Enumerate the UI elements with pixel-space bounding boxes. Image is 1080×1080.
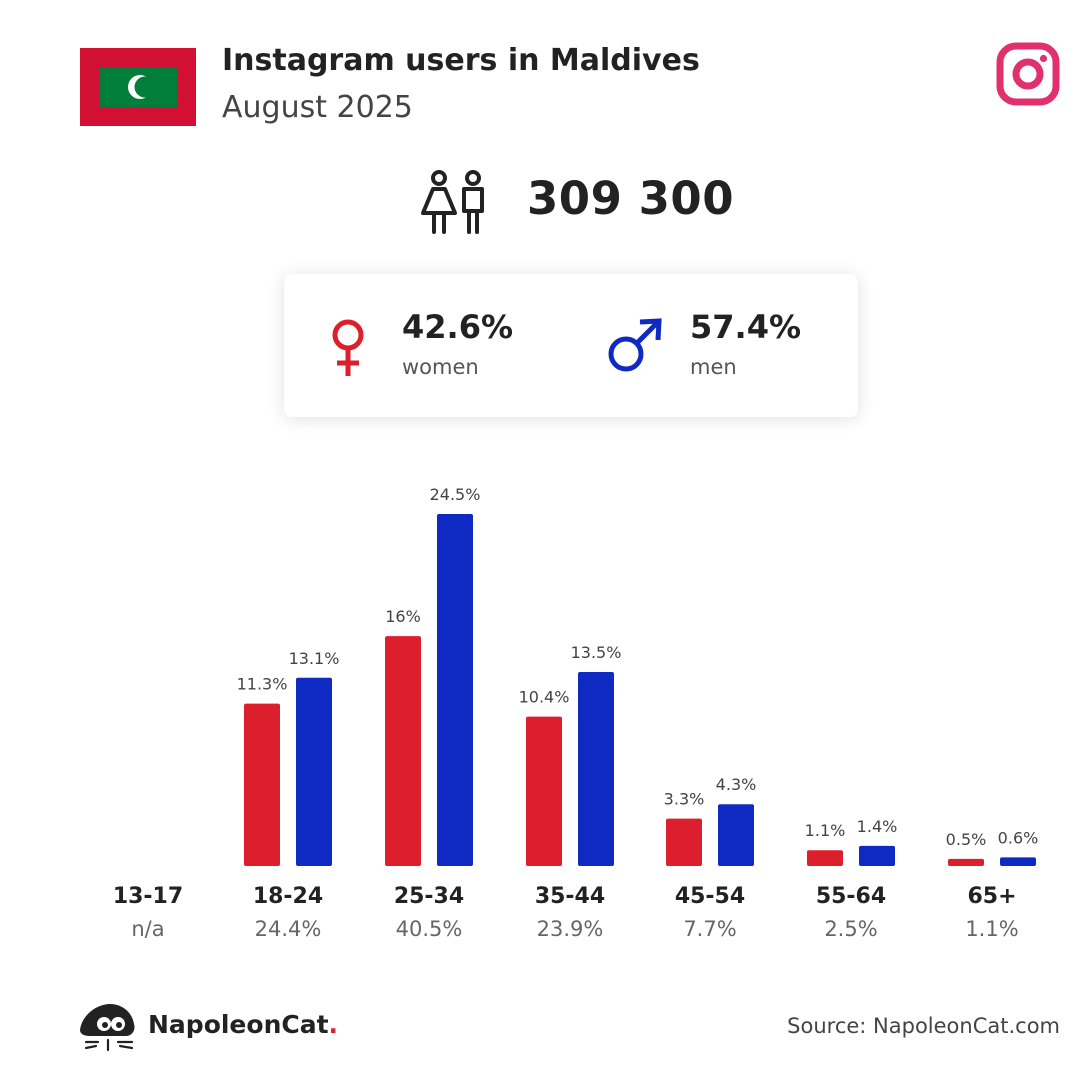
- male-symbol-icon: [608, 318, 662, 372]
- category-total: 40.5%: [395, 917, 463, 941]
- women-bar-55-64: [807, 850, 843, 866]
- men-bar-55-64: [859, 845, 895, 866]
- page-title: Instagram users in Maldives: [222, 43, 700, 78]
- category-label: 35-44: [534, 884, 606, 909]
- people-icon: [421, 170, 484, 234]
- men-label: men: [690, 355, 737, 379]
- men-bar-label: 0.6%: [998, 828, 1039, 847]
- category-total: 23.9%: [536, 917, 604, 941]
- maldives-flag-icon: [80, 48, 196, 126]
- women-bar-25-34: [385, 636, 421, 866]
- women-bar-label: 3.3%: [664, 790, 705, 809]
- women-bar-45-54: [666, 818, 702, 866]
- brand-name-text: NapoleonCat: [148, 1010, 329, 1039]
- category-label: 45-54: [674, 884, 746, 909]
- women-percentage: 42.6%: [402, 308, 514, 346]
- category-total: 24.4%: [254, 917, 322, 941]
- category-total: 1.1%: [965, 917, 1019, 941]
- category-total: n/a: [131, 917, 165, 941]
- instagram-icon: [996, 42, 1060, 106]
- men-bar-label: 1.4%: [857, 817, 898, 836]
- brand-dot: .: [328, 1010, 339, 1039]
- men-bar-label: 13.1%: [289, 649, 340, 668]
- women-bar-label: 11.3%: [237, 675, 288, 694]
- women-bar-65+: [948, 858, 984, 866]
- women-bar-label: 1.1%: [805, 821, 846, 840]
- men-percentage: 57.4%: [690, 308, 802, 346]
- men-bar-label: 13.5%: [571, 643, 622, 662]
- total-users: 309 300: [527, 172, 735, 225]
- category-label: 65+: [967, 884, 1017, 909]
- female-symbol-icon: [332, 319, 364, 376]
- brand-name: NapoleonCat.: [148, 1010, 338, 1039]
- men-bar-65+: [1000, 857, 1036, 866]
- gender-card: 42.6% women 57.4% men: [284, 274, 858, 417]
- source-text: Source: NapoleonCat.com: [787, 1014, 1060, 1038]
- men-bar-45-54: [718, 804, 754, 866]
- category-label: 13-17: [112, 884, 184, 909]
- women-bar-label: 0.5%: [946, 830, 987, 849]
- women-bar-35-44: [526, 716, 562, 866]
- category-label: 18-24: [252, 884, 324, 909]
- category-label: 55-64: [815, 884, 887, 909]
- men-bar-35-44: [578, 672, 614, 866]
- category-label: 25-34: [393, 884, 465, 909]
- category-total: 7.7%: [683, 917, 737, 941]
- category-total: 2.5%: [824, 917, 878, 941]
- napoleoncat-logo-icon: [80, 1004, 135, 1052]
- women-label: women: [402, 355, 479, 379]
- women-bar-label: 10.4%: [519, 688, 570, 707]
- men-bar-25-34: [437, 514, 473, 866]
- page-subtitle: August 2025: [222, 90, 413, 125]
- women-bar-label: 16%: [385, 607, 421, 626]
- women-bar-18-24: [244, 703, 280, 866]
- men-bar-label: 4.3%: [716, 775, 757, 794]
- men-bar-18-24: [296, 677, 332, 866]
- men-bar-label: 24.5%: [430, 485, 481, 504]
